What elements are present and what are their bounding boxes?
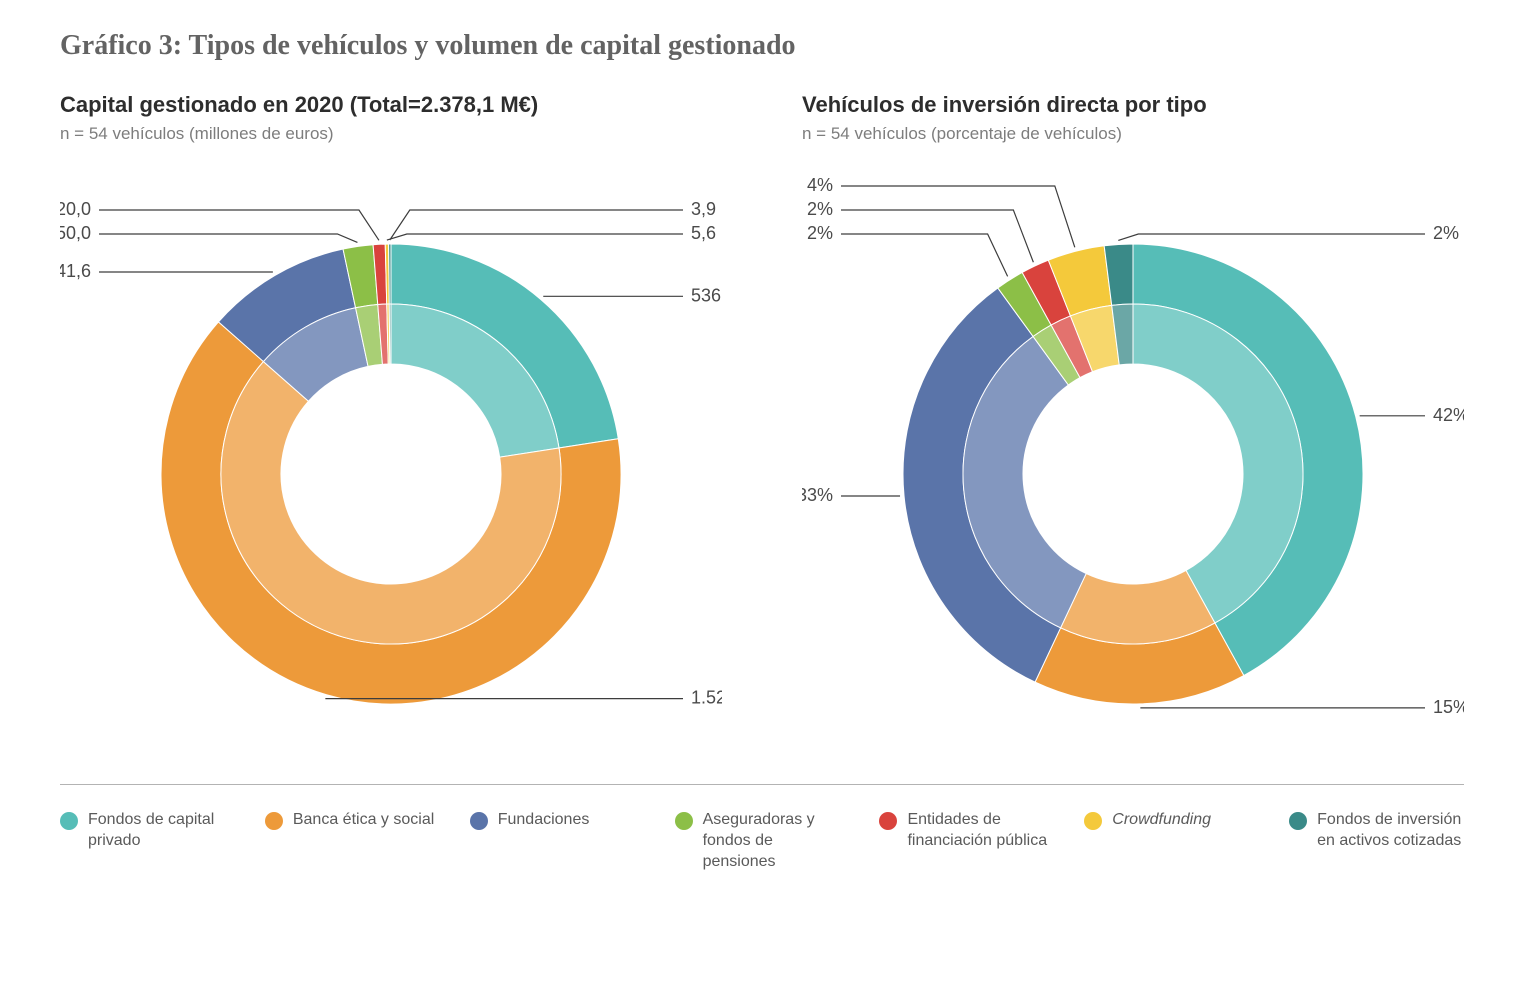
legend-item-fondos_capital_privado: Fondos de capital privado — [60, 810, 235, 852]
chart-right-subtitle: n = 54 vehículos (porcentaje de vehículo… — [802, 124, 1464, 144]
charts-row: Capital gestionado en 2020 (Total=2.378,… — [60, 92, 1464, 744]
legend-swatch — [265, 812, 283, 830]
legend-swatch — [1084, 812, 1102, 830]
legend: Fondos de capital privado Banca ética y s… — [60, 810, 1464, 872]
legend-swatch — [60, 812, 78, 830]
chart-right-canvas: 42% 15% 33% 2% 2% 4% 2% — [802, 164, 1464, 744]
legend-item-fondos_cotizadas: Fondos de inversión en activos cotizadas — [1289, 810, 1464, 852]
leader-line — [99, 234, 357, 242]
donut-slice-inner-fondos_cotizadas — [389, 304, 391, 364]
legend-label: Entidades de financiación pública — [907, 810, 1054, 852]
legend-item-aseguradoras: Aseguradoras y fondos de pensiones — [675, 810, 850, 872]
legend-label: Crowdfunding — [1112, 810, 1211, 831]
slice-label-crowdfunding: 4% — [807, 175, 833, 195]
chart-right: Vehículos de inversión directa por tipo … — [802, 92, 1464, 744]
legend-label: Aseguradoras y fondos de pensiones — [703, 810, 850, 872]
leader-line — [841, 210, 1033, 262]
chart-left-title: Capital gestionado en 2020 (Total=2.378,… — [60, 92, 722, 118]
legend-item-banca_etica: Banca ética y social — [265, 810, 440, 831]
slice-label-banca_etica: 15% — [1433, 697, 1464, 717]
legend-label: Fondos de inversión en activos cotizadas — [1317, 810, 1464, 852]
leader-line — [841, 186, 1075, 247]
legend-swatch — [675, 812, 693, 830]
slice-label-fundaciones: 241,6 — [60, 261, 91, 281]
slice-label-entidades_publica: 20,0 — [60, 199, 91, 219]
leader-line — [99, 210, 379, 240]
legend-item-fundaciones: Fundaciones — [470, 810, 645, 831]
slice-label-crowdfunding: 5,6 — [691, 223, 716, 243]
chart-left-canvas: 536,3 1.520,7 241,6 50,0 20,0 5,6 3,9 — [60, 164, 722, 744]
legend-swatch — [470, 812, 488, 830]
chart-right-title: Vehículos de inversión directa por tipo — [802, 92, 1464, 118]
legend-separator — [60, 784, 1464, 785]
legend-swatch — [879, 812, 897, 830]
legend-label: Fondos de capital privado — [88, 810, 235, 852]
legend-item-crowdfunding: Crowdfunding — [1084, 810, 1259, 831]
slice-label-fondos_cotizadas: 2% — [1433, 223, 1459, 243]
legend-item-entidades_publica: Entidades de financiación pública — [879, 810, 1054, 852]
donut-slice-outer-fondos_cotizadas — [389, 244, 391, 304]
leader-line — [390, 210, 683, 240]
leader-line — [1118, 234, 1425, 240]
chart-left: Capital gestionado en 2020 (Total=2.378,… — [60, 92, 722, 744]
leader-line — [841, 234, 1008, 276]
slice-label-fondos_capital_privado: 42% — [1433, 405, 1464, 425]
leader-line — [387, 234, 683, 240]
slice-label-fondos_cotizadas: 3,9 — [691, 199, 716, 219]
donut-slice-inner-banca_etica — [1061, 570, 1215, 644]
legend-swatch — [1289, 812, 1307, 830]
slice-label-banca_etica: 1.520,7 — [691, 688, 722, 708]
slice-label-aseguradoras: 50,0 — [60, 223, 91, 243]
legend-label: Fundaciones — [498, 810, 590, 831]
figure-title: Gráfico 3: Tipos de vehículos y volumen … — [60, 30, 1464, 62]
chart-left-subtitle: n = 54 vehículos (millones de euros) — [60, 124, 722, 144]
slice-label-entidades_publica: 2% — [807, 199, 833, 219]
slice-label-fundaciones: 33% — [802, 485, 833, 505]
slice-label-fondos_capital_privado: 536,3 — [691, 285, 722, 305]
legend-label: Banca ética y social — [293, 810, 434, 831]
slice-label-aseguradoras: 2% — [807, 223, 833, 243]
